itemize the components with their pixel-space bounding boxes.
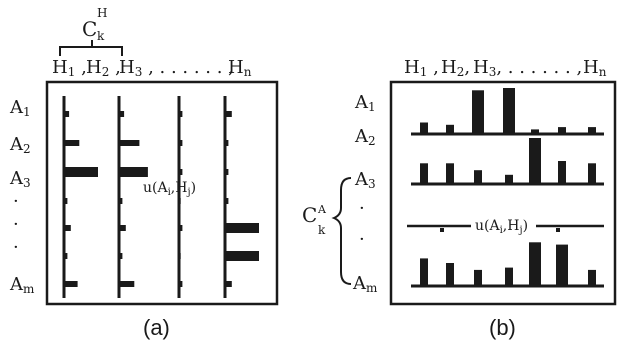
utility-bar — [420, 258, 428, 286]
utility-bar — [446, 124, 454, 134]
utility-bar — [64, 167, 98, 177]
row-label-ellipsis: · — [359, 229, 365, 250]
utility-bar — [446, 163, 454, 184]
panel-b-frame — [389, 80, 617, 306]
utility-bar — [474, 269, 482, 286]
cluster-superscript: A — [317, 203, 327, 216]
utility-bar — [119, 140, 140, 146]
utility-bar — [529, 242, 541, 286]
utility-bar — [179, 111, 183, 117]
utility-bar — [64, 198, 68, 204]
small-mark — [556, 228, 560, 232]
utility-bar — [179, 169, 183, 175]
column-header-h1: H1 , — [52, 57, 87, 79]
utility-bar — [505, 174, 513, 184]
utility-bar — [505, 267, 513, 286]
cluster-brace-b: C A k — [302, 177, 352, 285]
utility-bar — [588, 163, 596, 184]
utility-bar — [179, 225, 183, 231]
utility-bar — [64, 140, 80, 146]
utility-bar — [420, 122, 428, 134]
panel-a: C H k H1 , H2 , H3 , . . . . . . , Hn A1… — [9, 6, 279, 340]
utility-bar — [558, 161, 566, 184]
utility-label-a: u(Ai,Hj) — [143, 180, 196, 198]
panel-b: H1 , H2, H3, . . . . . . , Hn A1 A2 A3 ·… — [302, 57, 617, 340]
column-header-h2: H2, — [441, 57, 470, 79]
utility-bar — [119, 167, 148, 177]
row-label-a3: A3 — [354, 169, 376, 191]
cluster-symbol: C — [302, 203, 317, 227]
utility-bar — [119, 281, 135, 287]
column-header-hn: Hn — [583, 57, 607, 79]
utility-bar — [588, 269, 596, 286]
utility-bar — [225, 251, 259, 261]
utility-bar — [420, 163, 428, 184]
row-label-ellipsis: · — [13, 214, 19, 235]
row-axes-b — [407, 132, 604, 288]
column-header-hn: Hn — [228, 57, 252, 79]
column-header-h3: H3, . . . . . . , — [473, 57, 582, 79]
utility-bar — [225, 198, 229, 204]
utility-bar — [119, 111, 125, 117]
utility-bar — [179, 281, 183, 287]
caption-a: (a) — [143, 315, 170, 340]
cluster-subscript: k — [318, 223, 326, 237]
bars-a — [64, 111, 259, 287]
cluster-symbol: C — [82, 17, 97, 41]
utility-bar — [446, 263, 454, 286]
utility-bar — [64, 225, 71, 231]
panel-a-frame — [45, 80, 279, 306]
small-mark — [440, 228, 444, 232]
utility-bar — [119, 253, 123, 259]
cluster-subscript: k — [97, 29, 105, 43]
utility-bar — [474, 170, 482, 184]
utility-bar — [225, 281, 232, 287]
utility-bar — [64, 281, 78, 287]
utility-bar — [225, 140, 229, 146]
utility-bar — [529, 138, 541, 184]
row-label-a1: A1 — [354, 92, 376, 114]
utility-bar — [558, 127, 566, 134]
row-label-am: Am — [352, 273, 378, 295]
column-header-h1: H1 , — [404, 57, 439, 79]
row-label-ellipsis: · — [13, 191, 19, 212]
row-label-a1: A1 — [9, 97, 31, 119]
column-headers-a: H1 , H2 , H3 , . . . . . . , Hn — [52, 57, 252, 79]
column-axes-a — [62, 96, 227, 298]
utility-bar — [225, 111, 232, 117]
utility-bar — [179, 198, 181, 204]
utility-bar — [179, 253, 181, 259]
utility-bar — [119, 225, 126, 231]
utility-bar — [64, 111, 70, 117]
utility-bar — [179, 140, 183, 146]
row-labels-a: A1 A2 A3 · · · Am — [9, 97, 35, 296]
utility-bar — [531, 129, 539, 134]
utility-bar — [64, 253, 68, 259]
caption-b: (b) — [489, 315, 516, 340]
row-label-a2: A2 — [354, 126, 376, 148]
utility-bar — [588, 127, 596, 134]
utility-bar — [472, 90, 484, 134]
utility-label-b: u(Ai,Hj) — [475, 218, 528, 236]
utility-bar — [225, 223, 259, 233]
bars-b — [420, 88, 596, 286]
column-header-h3: H3 , . . . . . . , — [119, 57, 234, 79]
row-label-ellipsis: · — [13, 237, 19, 258]
utility-bar — [556, 244, 568, 286]
cluster-superscript: H — [97, 6, 107, 20]
utility-bar — [503, 88, 515, 134]
cluster-bracket-a: C H k — [59, 6, 123, 56]
utility-bar — [225, 169, 229, 175]
utility-bar — [119, 198, 123, 204]
row-label-ellipsis: · — [359, 198, 365, 219]
column-headers-b: H1 , H2, H3, . . . . . . , Hn — [404, 57, 607, 79]
row-label-a2: A2 — [9, 134, 31, 156]
row-label-am: Am — [9, 274, 35, 296]
column-header-h2: H2 , — [86, 57, 121, 79]
row-label-a3: A3 — [9, 168, 31, 190]
row-labels-b: A1 A2 A3 · · Am — [352, 92, 378, 295]
